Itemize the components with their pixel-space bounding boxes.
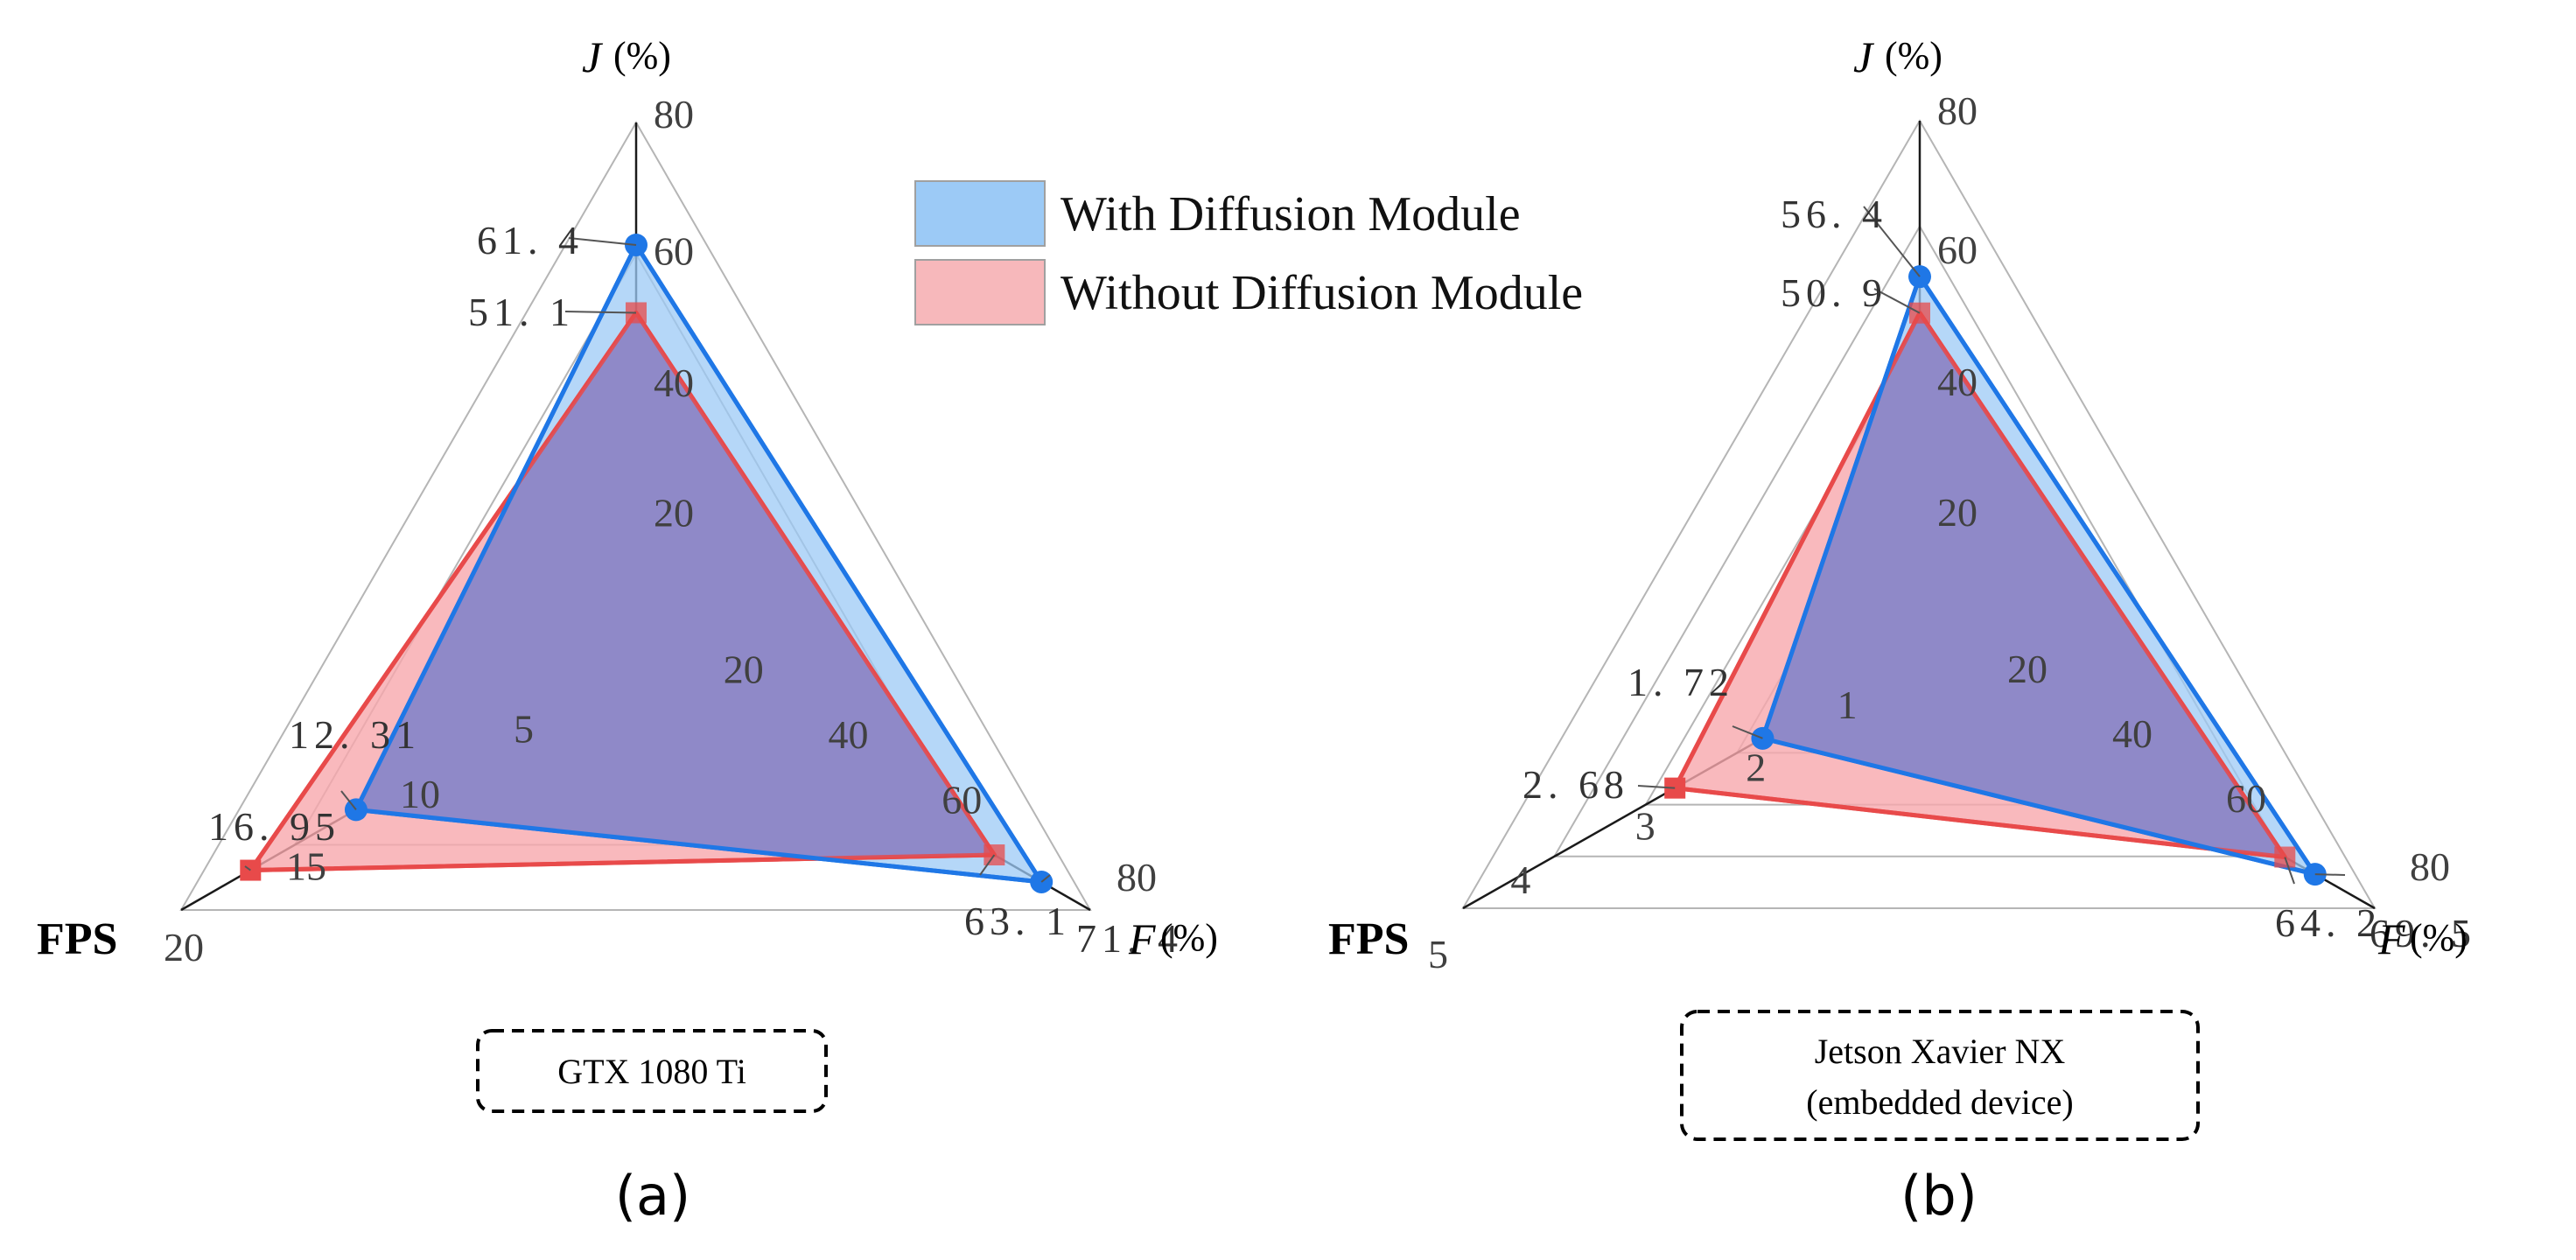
tick-label-j-80: 80 <box>654 92 694 136</box>
tick-label-f-40: 40 <box>829 712 869 757</box>
tick-label-fps-5: 5 <box>1428 932 1448 976</box>
tick-label-fps-1: 1 <box>1838 682 1858 727</box>
axis-name-f: F <box>1128 914 1156 963</box>
device-label-a: GTX 1080 Ti <box>557 1052 746 1091</box>
value-label-j-without: 50. 9 <box>1781 270 1887 315</box>
value-label-j-with: 56. 4 <box>1781 192 1887 236</box>
tick-label-f-20: 20 <box>2007 647 2048 691</box>
tick-label-j-20: 20 <box>1937 490 1978 535</box>
tick-label-f-60: 60 <box>942 778 982 822</box>
tick-label-f-20: 20 <box>724 648 764 692</box>
grid-ring-4 <box>1552 224 2286 858</box>
radar-panel-a: 20 40 60 80 20 40 60 80 5 10 15 20 61. 4 71. 4 12. 31 5… <box>37 32 1218 970</box>
series-outline-with <box>354 242 1044 885</box>
series-overlap <box>355 312 995 871</box>
value-leader-fps-without <box>1637 785 1676 789</box>
panel-label-b: (b) <box>1900 1164 1978 1228</box>
value-label-f-with: 71. 4 <box>1076 916 1183 961</box>
device-label-b-line2: (embedded device) <box>1806 1082 2073 1122</box>
tick-label-fps-4: 4 <box>1510 858 1530 902</box>
legend: With Diffusion Module Without Diffusion … <box>914 180 1583 326</box>
axis-name-fps: FPS <box>1328 914 1409 964</box>
axis-name-j: J <box>1853 32 1875 81</box>
value-leader-j-without <box>1873 288 1921 314</box>
panel-label-a: (a) <box>615 1164 690 1228</box>
series-outline-without <box>1672 311 2287 860</box>
device-label-b-line1: Jetson Xavier NX <box>1815 1032 2066 1071</box>
tick-label-fps-10: 10 <box>400 772 440 816</box>
value-leader-j-with <box>568 237 637 246</box>
tick-label-f-80: 80 <box>2410 844 2450 889</box>
value-label-f-with: 69. 5 <box>2370 911 2476 956</box>
tick-label-j-40: 40 <box>1937 360 1978 404</box>
legend-label-with: With Diffusion Module <box>1060 187 1521 242</box>
value-leader-f-without <box>979 854 996 876</box>
grid-ring-5 <box>1461 119 2376 909</box>
value-leader-f-with <box>2314 873 2346 876</box>
value-label-fps-without: 2. 68 <box>1522 762 1629 807</box>
value-leader-j-with <box>1863 206 1921 277</box>
axis-unit-j: (%) <box>613 34 671 77</box>
tick-label-f-40: 40 <box>2112 711 2152 756</box>
value-leader-fps-with <box>340 790 357 811</box>
axis-unit-f: (%) <box>1160 916 1218 959</box>
axis-name-j: J <box>582 32 604 81</box>
tick-label-fps-2: 2 <box>1746 745 1766 789</box>
value-label-fps-with: 1. 72 <box>1628 660 1734 704</box>
legend-swatch-with <box>914 180 1046 247</box>
device-box-b-frame <box>1680 1010 2200 1141</box>
device-box-b: Jetson Xavier NX (embedded device) <box>1680 1010 2200 1141</box>
tick-label-fps-15: 15 <box>286 844 326 889</box>
value-label-f-without: 64. 2 <box>2275 900 2382 945</box>
tick-label-fps-5: 5 <box>514 707 534 752</box>
axis-unit-j: (%) <box>1885 34 1942 77</box>
series-outline-with <box>1760 274 2318 877</box>
radar-panel-b: 20 40 60 80 20 40 60 80 1 2 3 4 5 56. 4 69. 5 1. 72 50. … <box>1328 32 2476 976</box>
tick-label-j-20: 20 <box>654 491 694 536</box>
tick-label-fps-20: 20 <box>164 925 204 970</box>
tick-label-j-80: 80 <box>1937 88 1978 133</box>
grid-ring-4 <box>179 120 1092 911</box>
legend-label-without: Without Diffusion Module <box>1060 266 1583 320</box>
value-leader-fps-without <box>244 865 251 872</box>
tick-label-f-80: 80 <box>1116 855 1157 900</box>
value-label-fps-without: 16. 95 <box>208 804 340 849</box>
tick-label-j-40: 40 <box>654 360 694 405</box>
tick-label-fps-3: 3 <box>1635 804 1656 849</box>
series-outline-without <box>248 310 997 873</box>
axis-unit-f: (%) <box>2410 916 2468 959</box>
value-leader-f-with <box>1040 874 1051 883</box>
legend-swatch-without <box>914 259 1046 326</box>
axis-name-f: F <box>2377 914 2405 963</box>
value-label-j-with: 61. 4 <box>477 218 584 262</box>
tick-label-f-60: 60 <box>2226 776 2266 821</box>
value-label-j-without: 51. 1 <box>468 290 575 334</box>
value-label-fps-with: 12. 31 <box>289 712 421 757</box>
value-label-f-without: 63. 1 <box>964 899 1071 943</box>
tick-label-j-60: 60 <box>1937 228 1978 272</box>
value-leader-f-without <box>2284 857 2295 885</box>
device-box-a: GTX 1080 Ti <box>476 1029 828 1113</box>
axis-name-fps: FPS <box>37 914 117 964</box>
series-overlap <box>1762 312 2286 858</box>
value-leader-fps-with <box>1732 725 1763 739</box>
tick-label-j-60: 60 <box>654 229 694 274</box>
device-box-a-frame <box>476 1029 828 1113</box>
